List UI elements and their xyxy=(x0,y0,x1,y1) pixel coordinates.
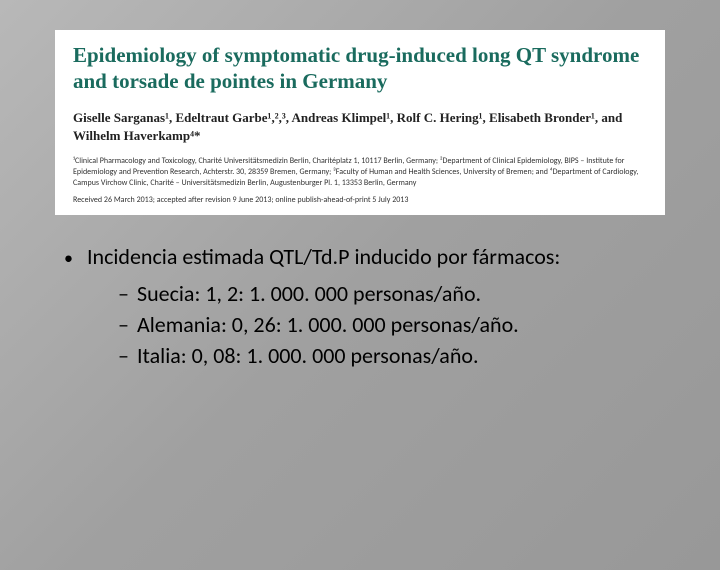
paper-title: Epidemiology of symptomatic drug-induced… xyxy=(73,42,647,95)
paper-authors: Giselle Sarganas¹, Edeltraut Garbe¹,²,³,… xyxy=(73,109,647,147)
list-item-text: Alemania: 0, 26: 1. 000. 000 personas/añ… xyxy=(137,310,519,341)
sub-list: – Suecia: 1, 2: 1. 000. 000 personas/año… xyxy=(118,279,660,371)
slide-content: • Incidencia estimada QTL/Td.P inducido … xyxy=(60,243,660,371)
bullet-main-text: Incidencia estimada QTL/Td.P inducido po… xyxy=(87,243,560,270)
paper-affiliations: ¹Clinical Pharmacology and Toxicology, C… xyxy=(73,156,647,188)
bullet-dot-icon: • xyxy=(64,243,73,273)
list-item: – Suecia: 1, 2: 1. 000. 000 personas/año… xyxy=(118,279,660,310)
dash-icon: – xyxy=(118,279,129,310)
dash-icon: – xyxy=(118,310,129,341)
list-item-text: Italia: 0, 08: 1. 000. 000 personas/año. xyxy=(137,341,479,372)
bullet-main: • Incidencia estimada QTL/Td.P inducido … xyxy=(60,243,660,273)
paper-header: Epidemiology of symptomatic drug-induced… xyxy=(55,30,665,215)
dash-icon: – xyxy=(118,341,129,372)
list-item-text: Suecia: 1, 2: 1. 000. 000 personas/año. xyxy=(137,279,481,310)
list-item: – Alemania: 0, 26: 1. 000. 000 personas/… xyxy=(118,310,660,341)
paper-dates: Received 26 March 2013; accepted after r… xyxy=(73,195,647,205)
list-item: – Italia: 0, 08: 1. 000. 000 personas/añ… xyxy=(118,341,660,372)
